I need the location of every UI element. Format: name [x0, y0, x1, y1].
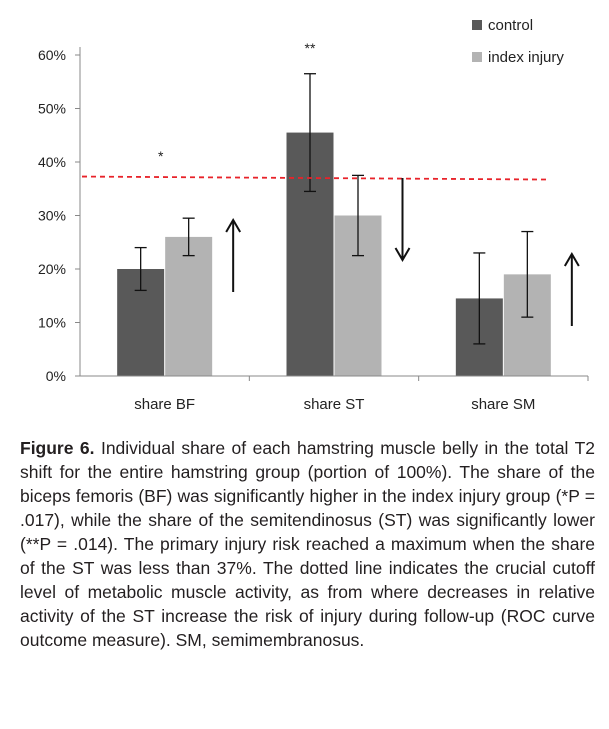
error-bars — [134, 73, 534, 345]
legend-swatch — [472, 20, 482, 30]
figure-caption: Figure 6. Individual share of each hamst… — [20, 436, 595, 652]
y-tick-label: 40% — [38, 154, 66, 170]
x-category-label: share ST — [304, 396, 365, 413]
figure-label: Figure 6. — [20, 438, 95, 458]
legend-swatch — [472, 52, 482, 62]
bars — [117, 132, 551, 376]
significance-marker: ** — [305, 40, 316, 56]
significance-annotations: *** — [158, 40, 316, 164]
cutoff-line — [81, 175, 549, 181]
arrow-up-icon — [225, 218, 242, 233]
y-axis: 0% 10% 20% 30% 40% 50% 60% — [38, 47, 81, 384]
trend-arrows — [225, 178, 580, 326]
y-tick-label: 50% — [38, 101, 66, 117]
legend-label: index injury — [488, 49, 564, 66]
significance-marker: * — [158, 148, 164, 164]
y-tick-label: 0% — [46, 368, 66, 384]
bar-chart: 0%10%20%30%40%50%60% *** share BF share S… — [38, 17, 589, 413]
x-category-label: share SM — [471, 396, 535, 413]
caption-text: Individual share of each hamstring muscl… — [20, 438, 595, 650]
y-tick-label: 30% — [38, 208, 66, 224]
arrow-up-icon — [563, 252, 580, 267]
y-tick-label: 10% — [38, 315, 66, 331]
arrow-down-icon — [394, 247, 411, 262]
bar-index-injury — [165, 236, 213, 376]
y-tick-label: 20% — [38, 261, 66, 277]
legend-label: control — [488, 17, 533, 34]
y-tick-label: 60% — [38, 47, 66, 63]
x-category-label: share BF — [134, 396, 195, 413]
x-axis: share BF share ST share SM — [80, 375, 589, 413]
legend: control index injury — [472, 17, 564, 66]
cutoff-dashed-line — [81, 175, 549, 181]
